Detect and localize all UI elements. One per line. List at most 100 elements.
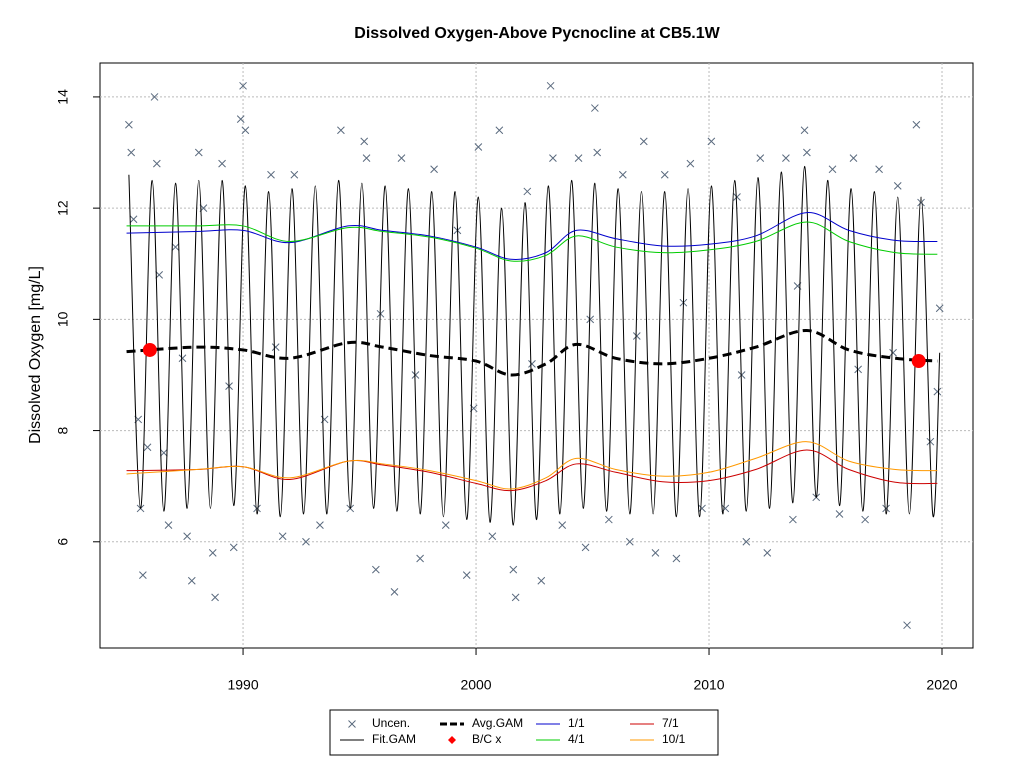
data-point (604, 515, 613, 524)
series-line (126, 328, 938, 377)
data-point (558, 521, 567, 529)
data-point (129, 215, 138, 224)
data-point (397, 154, 406, 162)
data-point (625, 537, 634, 546)
y-tick-label: 12 (55, 200, 71, 216)
data-point (159, 448, 168, 457)
data-point (142, 342, 157, 357)
data-point (271, 343, 280, 352)
data-point (441, 521, 450, 529)
data-point (511, 593, 520, 602)
data-point (861, 515, 869, 524)
data-point (549, 154, 557, 162)
data-point (360, 137, 369, 146)
data-point (488, 532, 497, 541)
y-axis-label: Dissolved Oxygen [mg/L] (27, 266, 44, 444)
data-point (586, 315, 595, 324)
data-point (733, 193, 741, 201)
legend-label: Fit.GAM (372, 732, 416, 746)
data-point (430, 165, 438, 174)
data-point (229, 543, 238, 552)
legend-symbol (348, 720, 356, 728)
data-point (411, 371, 420, 379)
data-point (672, 554, 681, 563)
data-point (686, 159, 695, 168)
data-point (474, 143, 483, 151)
data-point (143, 443, 152, 452)
data-point (125, 120, 133, 129)
data-point (912, 120, 921, 129)
data-point (239, 81, 247, 90)
series-line (128, 165, 941, 526)
y-tick-label: 10 (55, 311, 71, 327)
data-point (593, 148, 602, 157)
data-point (236, 115, 245, 124)
data-point (267, 170, 275, 179)
chart-title: Dissolved Oxygen-Above Pycnocline at CB5… (354, 25, 720, 42)
data-point (903, 621, 911, 630)
data-point (194, 148, 203, 157)
data-point (854, 365, 862, 374)
x-tick-label: 2020 (926, 677, 957, 693)
data-point (316, 521, 324, 529)
data-point (416, 554, 424, 563)
data-point (218, 159, 226, 168)
data-point (127, 148, 136, 157)
data-point (742, 537, 751, 546)
data-point (651, 549, 660, 557)
legend-label: 4/1 (568, 732, 585, 746)
data-point (537, 576, 546, 585)
legend-label: 7/1 (662, 716, 679, 730)
data-point (917, 198, 925, 207)
legend-label: 10/1 (662, 732, 686, 746)
data-point (509, 565, 518, 574)
data-point (183, 532, 191, 541)
data-point (935, 304, 944, 313)
y-tick-label: 6 (55, 538, 71, 546)
series-line (126, 221, 938, 262)
data-point (933, 387, 942, 396)
data-point (187, 576, 196, 585)
x-tick-label: 1990 (227, 677, 258, 693)
data-point (139, 571, 147, 580)
data-point (591, 104, 599, 112)
data-point (462, 571, 471, 580)
data-point (372, 565, 380, 574)
data-point (926, 437, 935, 446)
data-point (889, 348, 897, 357)
data-point (721, 504, 730, 513)
x-tick-label: 2010 (693, 677, 724, 693)
data-point (290, 170, 299, 179)
data-point (211, 593, 219, 602)
data-point (789, 515, 797, 524)
data-point (278, 532, 287, 541)
series-line (126, 441, 938, 490)
data-point (660, 170, 669, 179)
data-point (828, 165, 837, 174)
legend-symbol (448, 736, 456, 744)
data-point (803, 148, 811, 157)
data-point (893, 182, 902, 190)
y-tick-label: 14 (55, 89, 71, 105)
legend-label: Avg.GAM (472, 716, 523, 730)
data-point (698, 504, 706, 513)
data-point (911, 354, 926, 369)
data-point (171, 243, 180, 251)
plot-frame (99, 62, 974, 649)
data-point (639, 137, 648, 146)
series-line (126, 449, 938, 492)
data-point (546, 81, 555, 90)
data-point (208, 549, 217, 557)
data-point (875, 165, 883, 174)
data-point (528, 359, 536, 368)
data-point (523, 187, 532, 196)
data-point (178, 354, 187, 363)
data-point (241, 126, 250, 135)
data-point (618, 170, 627, 179)
x-tick-label: 2000 (460, 677, 491, 693)
data-point (362, 154, 371, 162)
data-point (337, 126, 345, 135)
data-point (849, 154, 858, 162)
legend-label: Uncen. (372, 716, 410, 730)
series-line (126, 212, 938, 260)
